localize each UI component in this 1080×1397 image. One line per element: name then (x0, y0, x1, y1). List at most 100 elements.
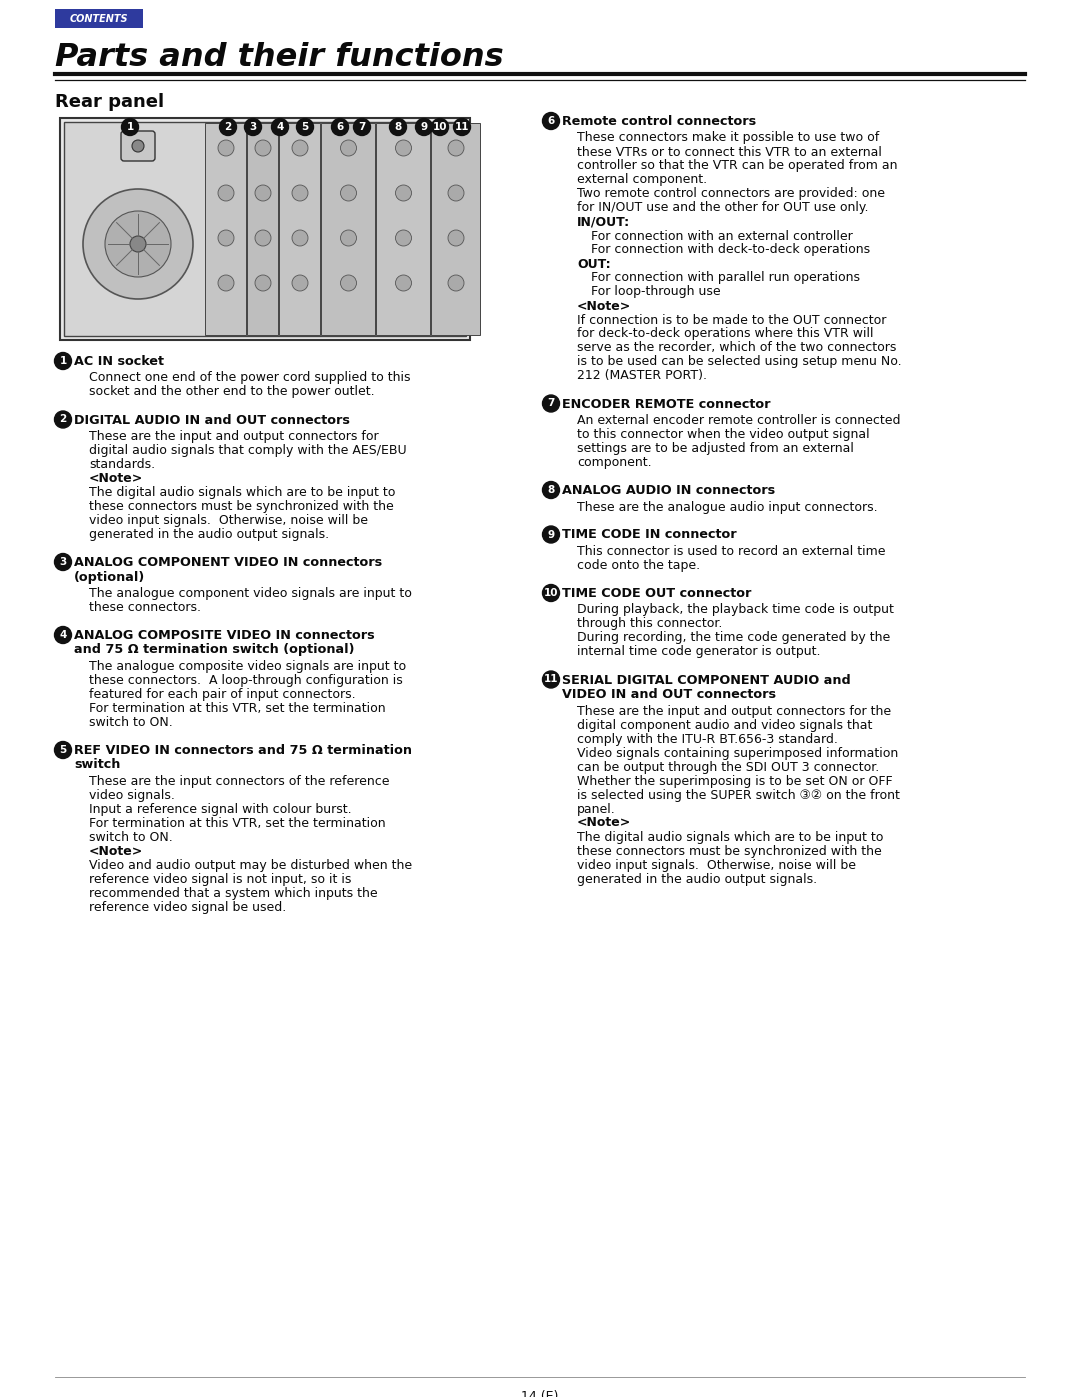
Text: 5: 5 (301, 122, 309, 131)
Text: 11: 11 (455, 122, 469, 131)
Circle shape (218, 184, 234, 201)
Circle shape (255, 275, 271, 291)
Circle shape (340, 275, 356, 291)
Text: If connection is to be made to the OUT connector: If connection is to be made to the OUT c… (577, 313, 887, 327)
Text: For termination at this VTR, set the termination: For termination at this VTR, set the ter… (89, 703, 386, 715)
Circle shape (542, 113, 559, 130)
Text: 8: 8 (548, 485, 555, 495)
Circle shape (353, 119, 370, 136)
Text: During playback, the playback time code is output: During playback, the playback time code … (577, 604, 894, 616)
Text: switch to ON.: switch to ON. (89, 831, 173, 844)
Text: ANALOG AUDIO IN connectors: ANALOG AUDIO IN connectors (562, 483, 775, 497)
Circle shape (395, 140, 411, 156)
Text: component.: component. (577, 455, 651, 469)
Circle shape (219, 119, 237, 136)
Text: for IN/OUT use and the other for OUT use only.: for IN/OUT use and the other for OUT use… (577, 201, 868, 215)
Text: settings are to be adjusted from an external: settings are to be adjusted from an exte… (577, 441, 854, 455)
FancyBboxPatch shape (60, 117, 470, 339)
Circle shape (542, 482, 559, 499)
Text: (optional): (optional) (75, 570, 145, 584)
Text: 9: 9 (420, 122, 428, 131)
Circle shape (395, 275, 411, 291)
Text: 10: 10 (543, 588, 558, 598)
Circle shape (395, 184, 411, 201)
Text: 9: 9 (548, 529, 554, 539)
Circle shape (432, 119, 448, 136)
Text: switch: switch (75, 759, 120, 771)
Text: serve as the recorder, which of the two connectors: serve as the recorder, which of the two … (577, 341, 896, 355)
Circle shape (332, 119, 349, 136)
FancyBboxPatch shape (64, 122, 465, 337)
Text: DIGITAL AUDIO IN and OUT connectors: DIGITAL AUDIO IN and OUT connectors (75, 414, 350, 426)
Text: TIME CODE OUT connector: TIME CODE OUT connector (562, 587, 752, 599)
Circle shape (54, 411, 71, 427)
Circle shape (255, 231, 271, 246)
Circle shape (218, 231, 234, 246)
Text: Two remote control connectors are provided: one: Two remote control connectors are provid… (577, 187, 885, 201)
Text: 3: 3 (249, 122, 257, 131)
Text: For connection with deck-to-deck operations: For connection with deck-to-deck operati… (591, 243, 870, 257)
Text: is to be used can be selected using setup menu No.: is to be used can be selected using setu… (577, 355, 902, 369)
Text: Remote control connectors: Remote control connectors (562, 115, 756, 129)
Text: An external encoder remote controller is connected: An external encoder remote controller is… (577, 414, 901, 427)
Text: For termination at this VTR, set the termination: For termination at this VTR, set the ter… (89, 817, 386, 830)
Text: 5: 5 (59, 745, 67, 754)
Circle shape (340, 184, 356, 201)
Circle shape (54, 626, 71, 644)
Text: video signals.: video signals. (89, 789, 175, 802)
Text: digital component audio and video signals that: digital component audio and video signal… (577, 718, 873, 732)
Text: 6: 6 (336, 122, 343, 131)
Text: ENCODER REMOTE connector: ENCODER REMOTE connector (562, 398, 770, 411)
Text: recommended that a system which inputs the: recommended that a system which inputs t… (89, 887, 378, 900)
Text: 3: 3 (59, 557, 67, 567)
Text: video input signals.  Otherwise, noise will be: video input signals. Otherwise, noise wi… (577, 859, 856, 872)
Text: 6: 6 (548, 116, 555, 126)
Text: to this connector when the video output signal: to this connector when the video output … (577, 427, 869, 441)
Circle shape (54, 352, 71, 369)
Text: These are the input and output connectors for: These are the input and output connector… (89, 430, 379, 443)
Text: <Note>: <Note> (577, 816, 631, 830)
Circle shape (542, 671, 559, 687)
FancyBboxPatch shape (431, 123, 480, 335)
Text: 11: 11 (543, 675, 558, 685)
Text: 1: 1 (59, 356, 67, 366)
Text: can be output through the SDI OUT 3 connector.: can be output through the SDI OUT 3 conn… (577, 760, 879, 774)
Text: The analogue component video signals are input to: The analogue component video signals are… (89, 587, 411, 599)
Text: Video signals containing superimposed information: Video signals containing superimposed in… (577, 746, 899, 760)
Circle shape (416, 119, 432, 136)
Text: Video and audio output may be disturbed when the: Video and audio output may be disturbed … (89, 859, 413, 872)
Text: internal time code generator is output.: internal time code generator is output. (577, 645, 821, 658)
Text: 7: 7 (548, 398, 555, 408)
Text: TIME CODE IN connector: TIME CODE IN connector (562, 528, 737, 542)
Text: ANALOG COMPOSITE VIDEO IN connectors: ANALOG COMPOSITE VIDEO IN connectors (75, 629, 375, 643)
Text: ANALOG COMPONENT VIDEO IN connectors: ANALOG COMPONENT VIDEO IN connectors (75, 556, 382, 569)
FancyBboxPatch shape (376, 123, 430, 335)
Text: Whether the superimposing is to be set ON or OFF: Whether the superimposing is to be set O… (577, 774, 893, 788)
Text: For connection with an external controller: For connection with an external controll… (591, 229, 853, 243)
Circle shape (340, 140, 356, 156)
Text: generated in the audio output signals.: generated in the audio output signals. (89, 528, 329, 541)
Circle shape (292, 140, 308, 156)
Text: these connectors must be synchronized with the: these connectors must be synchronized wi… (89, 500, 394, 513)
Text: standards.: standards. (89, 458, 156, 471)
Text: 2: 2 (225, 122, 231, 131)
Circle shape (292, 231, 308, 246)
Text: these connectors must be synchronized with the: these connectors must be synchronized wi… (577, 845, 881, 858)
Text: Parts and their functions: Parts and their functions (55, 42, 503, 73)
Text: reference video signal be used.: reference video signal be used. (89, 901, 286, 914)
Text: controller so that the VTR can be operated from an: controller so that the VTR can be operat… (577, 159, 897, 172)
Text: for deck-to-deck operations where this VTR will: for deck-to-deck operations where this V… (577, 327, 874, 341)
Text: Input a reference signal with colour burst.: Input a reference signal with colour bur… (89, 803, 352, 816)
Circle shape (292, 184, 308, 201)
Text: Connect one end of the power cord supplied to this: Connect one end of the power cord suppli… (89, 372, 410, 384)
Circle shape (271, 119, 288, 136)
Text: reference video signal is not input, so it is: reference video signal is not input, so … (89, 873, 351, 886)
Text: 2: 2 (59, 415, 67, 425)
Circle shape (448, 231, 464, 246)
Text: featured for each pair of input connectors.: featured for each pair of input connecto… (89, 687, 355, 701)
Text: these VTRs or to connect this VTR to an external: these VTRs or to connect this VTR to an … (577, 145, 882, 158)
Text: is selected using the SUPER switch ③② on the front: is selected using the SUPER switch ③② on… (577, 788, 900, 802)
Text: These connectors make it possible to use two of: These connectors make it possible to use… (577, 131, 879, 144)
Text: The digital audio signals which are to be input to: The digital audio signals which are to b… (577, 830, 883, 844)
Text: OUT:: OUT: (577, 257, 610, 271)
